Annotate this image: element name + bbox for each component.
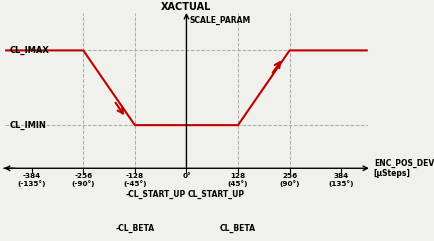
Text: ENC_POS_DEV
[μSteps]: ENC_POS_DEV [μSteps] — [373, 159, 433, 178]
Text: 0°: 0° — [182, 173, 191, 179]
Text: -256
(-90°): -256 (-90°) — [71, 173, 95, 187]
Text: 128
(45°): 128 (45°) — [227, 173, 248, 187]
Text: CL_IMAX: CL_IMAX — [9, 46, 49, 55]
Text: CL_IMIN: CL_IMIN — [9, 120, 46, 130]
Text: 384
(135°): 384 (135°) — [328, 173, 353, 187]
Text: 256
(90°): 256 (90°) — [279, 173, 299, 187]
Text: CL_START_UP: CL_START_UP — [187, 190, 244, 199]
Text: -CL_START_UP: -CL_START_UP — [125, 190, 185, 199]
Text: XACTUAL: XACTUAL — [161, 2, 211, 12]
Text: -384
(-135°): -384 (-135°) — [17, 173, 46, 187]
Text: CL_BETA: CL_BETA — [220, 224, 256, 233]
Text: -128
(-45°): -128 (-45°) — [123, 173, 146, 187]
Text: SCALE_PARAM: SCALE_PARAM — [189, 16, 250, 25]
Text: -CL_BETA: -CL_BETA — [115, 224, 154, 233]
